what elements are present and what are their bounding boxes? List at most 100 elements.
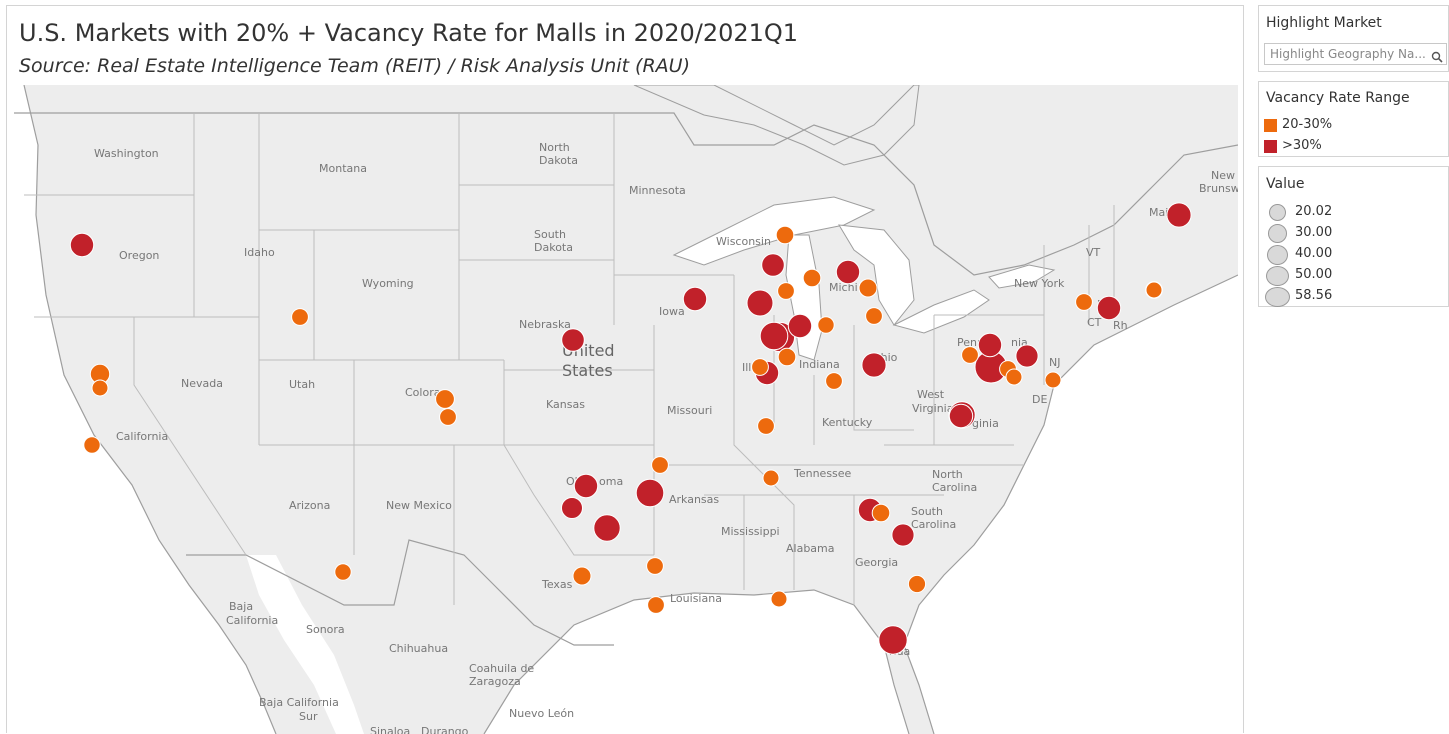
market-marker[interactable]: [1044, 371, 1062, 389]
market-marker[interactable]: [561, 328, 585, 352]
market-marker[interactable]: [1015, 344, 1039, 368]
map-label: Indiana: [799, 358, 840, 371]
market-marker[interactable]: [817, 316, 835, 334]
highlight-market-card: Highlight Market: [1258, 5, 1449, 72]
market-marker[interactable]: [647, 596, 665, 614]
market-marker[interactable]: [878, 625, 908, 655]
map-label: Sur: [299, 710, 318, 723]
map-label: Alabama: [786, 542, 835, 555]
market-marker[interactable]: [961, 346, 979, 364]
market-marker[interactable]: [861, 352, 887, 378]
market-marker[interactable]: [1075, 293, 1093, 311]
map-label: Arizona: [289, 499, 330, 512]
market-marker[interactable]: [865, 307, 883, 325]
map-label: Washington: [94, 147, 159, 160]
market-marker[interactable]: [802, 268, 822, 288]
market-marker[interactable]: [572, 566, 592, 586]
market-marker[interactable]: [775, 225, 795, 245]
map-label: Texas: [541, 578, 573, 591]
market-marker[interactable]: [83, 436, 101, 454]
market-marker[interactable]: [835, 259, 861, 285]
market-marker[interactable]: [746, 289, 774, 317]
market-marker[interactable]: [948, 403, 974, 429]
map-label: Baja: [229, 600, 253, 613]
market-marker[interactable]: [751, 358, 769, 376]
market-marker[interactable]: [651, 456, 669, 474]
vacancy-range-title: Vacancy Rate Range: [1266, 90, 1410, 106]
map-label: Idaho: [244, 246, 275, 259]
map-label: Wisconsin: [716, 235, 771, 248]
map-label: oma: [599, 475, 623, 488]
highlight-geography-input[interactable]: [1264, 43, 1447, 65]
market-marker[interactable]: [91, 379, 109, 397]
map-label: Zaragoza: [469, 675, 521, 688]
gulf-of-mexico: [484, 590, 909, 734]
market-marker[interactable]: [1096, 295, 1122, 321]
market-marker[interactable]: [646, 557, 664, 575]
mexico-border: [186, 539, 614, 646]
map-label: Mississippi: [721, 525, 780, 538]
map-label: NJ: [1049, 356, 1060, 369]
map-label: Tennessee: [793, 467, 852, 480]
market-marker[interactable]: [907, 574, 927, 594]
map-label: Colora: [405, 386, 440, 399]
search-icon[interactable]: [1431, 48, 1443, 63]
map-label: New Mexico: [386, 499, 452, 512]
map-label: Arkansas: [669, 493, 719, 506]
legend-label: >30%: [1282, 138, 1322, 153]
map-label: Kentucky: [822, 416, 873, 429]
market-marker[interactable]: [682, 286, 708, 312]
market-marker[interactable]: [439, 408, 457, 426]
market-marker[interactable]: [761, 253, 785, 277]
map-label: CT: [1087, 316, 1102, 329]
atlantic-ocean: [904, 275, 1238, 734]
market-marker[interactable]: [435, 389, 455, 409]
size-label: 30.00: [1295, 225, 1333, 240]
market-marker[interactable]: [573, 473, 599, 499]
us-map[interactable]: WashingtonMontanaNorthDakotaMinnesotaOre…: [14, 85, 1238, 734]
pacific-ocean: [14, 85, 276, 734]
map-worksheet: U.S. Markets with 20% + Vacancy Rate for…: [6, 5, 1244, 734]
market-marker[interactable]: [977, 332, 1003, 358]
size-circle: [1267, 245, 1288, 265]
map-label: New York: [1014, 277, 1065, 290]
market-marker[interactable]: [757, 417, 775, 435]
vacancy-range-legend: Vacancy Rate Range 20-30% >30%: [1258, 81, 1449, 157]
map-label: Louisiana: [670, 592, 722, 605]
map-label: Virginia: [912, 402, 953, 415]
highlight-market-title: Highlight Market: [1266, 15, 1382, 31]
map-label: Michi: [829, 281, 858, 294]
market-marker[interactable]: [891, 523, 915, 547]
market-marker[interactable]: [635, 478, 665, 508]
market-marker[interactable]: [334, 563, 352, 581]
market-marker[interactable]: [770, 590, 788, 608]
market-marker[interactable]: [871, 503, 891, 523]
market-marker[interactable]: [762, 469, 780, 487]
size-label: 40.00: [1295, 246, 1333, 261]
map-label: Chihuahua: [389, 642, 448, 655]
market-marker[interactable]: [561, 497, 583, 519]
map-label: Iowa: [659, 305, 685, 318]
market-marker[interactable]: [787, 313, 813, 339]
market-marker[interactable]: [1005, 368, 1023, 386]
market-marker[interactable]: [1145, 281, 1163, 299]
legend-label: 20-30%: [1282, 117, 1333, 132]
map-label: Brunswic: [1199, 182, 1238, 195]
market-marker[interactable]: [825, 372, 843, 390]
market-marker[interactable]: [777, 282, 795, 300]
market-marker[interactable]: [593, 514, 621, 542]
map-label: California: [116, 430, 168, 443]
market-marker[interactable]: [1166, 202, 1192, 228]
market-marker[interactable]: [858, 278, 878, 298]
market-markers: [69, 202, 1192, 655]
map-area[interactable]: Washington Montana North Dakota Minnesota Ore…: [14, 85, 1238, 734]
market-marker[interactable]: [759, 321, 789, 351]
size-label: 50.00: [1295, 267, 1333, 282]
map-label: South: [911, 505, 943, 518]
map-label: Wyoming: [362, 277, 414, 290]
market-marker[interactable]: [291, 308, 309, 326]
map-label: VT: [1086, 246, 1101, 259]
market-marker[interactable]: [777, 347, 797, 367]
gulf-of-california: [246, 555, 364, 734]
market-marker[interactable]: [69, 232, 95, 258]
